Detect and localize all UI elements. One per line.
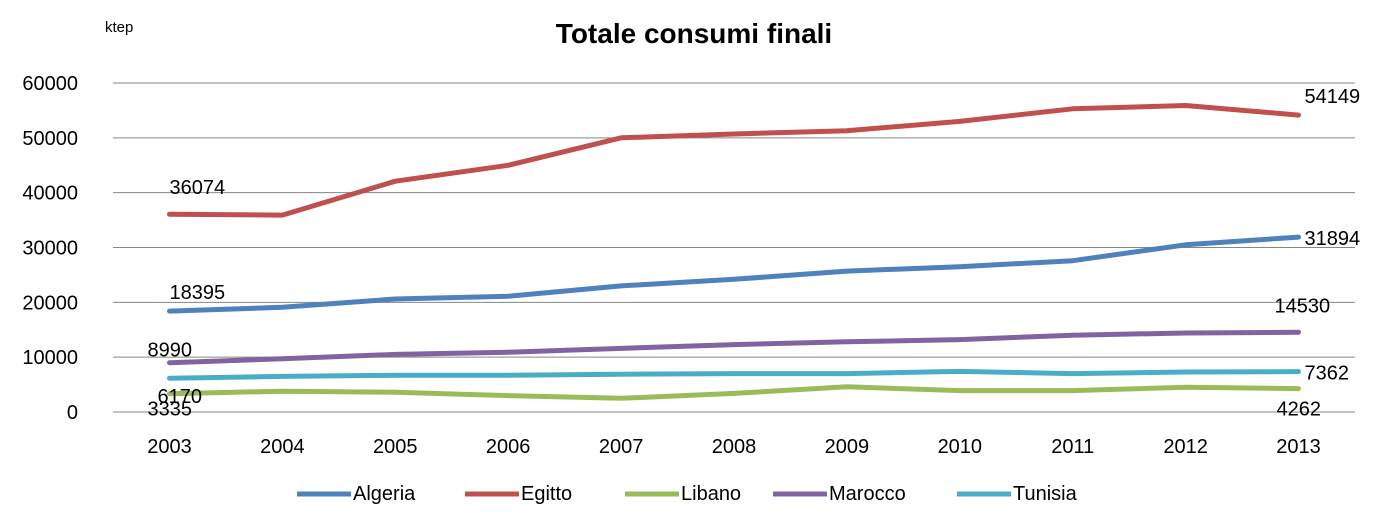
legend-label: Libano [681, 483, 741, 505]
series-line-marocco [167, 329, 1301, 366]
data-label-start: 8990 [147, 340, 192, 362]
series-line-libano [167, 384, 1301, 401]
x-tick-label: 2011 [1051, 436, 1094, 458]
y-tick-label: 30000 [22, 238, 78, 260]
x-tick-label: 2003 [147, 436, 192, 458]
legend-label: Tunisia [1013, 483, 1078, 505]
legend-label: Marocco [829, 483, 906, 505]
y-tick-label: 20000 [22, 292, 78, 314]
x-tick-label: 2013 [1276, 436, 1321, 458]
x-tick-label: 2012 [1163, 436, 1208, 458]
x-tick-label: 2009 [825, 436, 870, 458]
chart-title: Totale consumi finali [556, 18, 832, 49]
data-label-end: 54149 [1305, 86, 1361, 108]
data-label-start: 18395 [169, 282, 225, 304]
y-tick-label: 10000 [22, 347, 78, 369]
legend: Algeria Egitto Libano Marocco Tunisia [297, 483, 1078, 505]
data-label-start: 3335 [147, 399, 192, 421]
y-tick-label: 0 [67, 402, 78, 424]
grid [113, 82, 1355, 358]
series-line-algeria [167, 234, 1301, 314]
y-tick-label: 60000 [22, 73, 78, 95]
x-tick-label: 2008 [712, 436, 757, 458]
legend-label: Algeria [353, 483, 416, 505]
data-label-end: 4262 [1277, 399, 1322, 421]
y-axis: 0 10000 20000 30000 40000 50000 60000 [22, 73, 78, 424]
data-label-end: 7362 [1305, 363, 1350, 385]
x-tick-label: 2007 [599, 436, 644, 458]
unit-label: ktep [105, 19, 133, 36]
data-label-start: 36074 [169, 177, 225, 199]
legend-label: Egitto [521, 483, 572, 505]
series-line-egitto [167, 103, 1301, 218]
data-label-end: 31894 [1305, 228, 1361, 250]
x-axis: 2003 2004 2005 2006 2007 2008 2009 2010 2011 2012… [113, 411, 1355, 458]
y-tick-label: 40000 [22, 183, 78, 205]
x-tick-label: 2005 [373, 436, 418, 458]
x-tick-label: 2010 [938, 436, 983, 458]
series-line-tunisia [167, 368, 1301, 381]
y-tick-label: 50000 [22, 128, 78, 150]
data-label-start: 6170 [157, 386, 202, 408]
data-labels: 18395 31894 36074 54149 3335 4262 8990 14530 617… [147, 86, 1360, 421]
data-label-end: 14530 [1275, 295, 1331, 317]
series-lines [167, 103, 1301, 401]
x-tick-label: 2004 [260, 436, 305, 458]
x-tick-label: 2006 [486, 436, 531, 458]
